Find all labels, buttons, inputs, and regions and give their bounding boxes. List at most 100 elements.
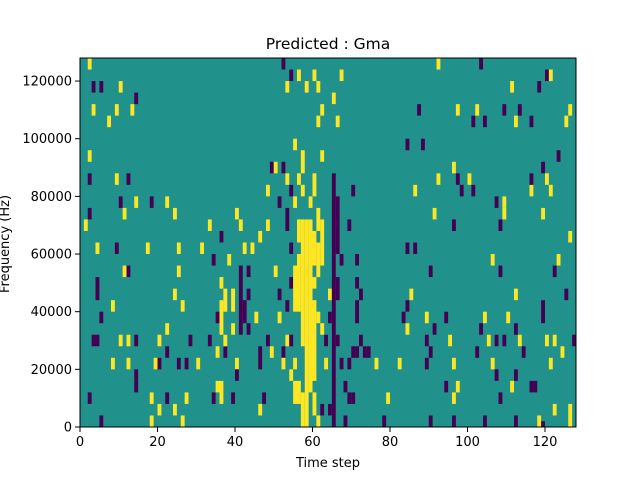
heatmap-cell [300, 219, 305, 347]
heatmap-cell [134, 196, 139, 208]
heatmap-cell [289, 369, 294, 381]
heatmap-cell [483, 415, 487, 427]
heatmap-cell [452, 357, 456, 370]
heatmap-cell [223, 288, 228, 312]
heatmap-cell [308, 196, 313, 208]
heatmap-cell [173, 207, 177, 220]
heatmap-cell [335, 115, 340, 128]
heatmap-cell [269, 161, 274, 174]
heatmap-cell [382, 415, 387, 427]
heatmap-cell [269, 346, 274, 358]
heatmap-cell [285, 334, 290, 347]
heatmap-cell [417, 104, 422, 116]
heatmap-cell [91, 334, 96, 347]
heatmap-cell [568, 230, 573, 243]
heatmap-cell [107, 115, 112, 128]
heatmap-cell [87, 58, 92, 70]
heatmap-cell [548, 357, 553, 370]
heatmap-cell [316, 242, 321, 278]
heatmap-cell [568, 403, 573, 416]
heatmap-cell [347, 392, 352, 404]
heatmap-cell [126, 357, 131, 370]
heatmap-cell [99, 415, 104, 427]
heatmap-cell [510, 380, 515, 393]
heatmap-cell [145, 242, 150, 255]
heatmap-cell [432, 323, 437, 335]
heatmap-cell [335, 277, 340, 301]
heatmap-cell [118, 81, 123, 93]
heatmap-cell [529, 115, 534, 128]
heatmap-cell [215, 380, 220, 393]
heatmap-cell [514, 288, 518, 301]
heatmap-cell [486, 334, 491, 347]
heatmap-cell [335, 219, 340, 255]
heatmap-cell [149, 392, 154, 404]
heatmap-cell [308, 219, 313, 393]
heatmap-cell [572, 334, 577, 347]
heatmap-cell [153, 357, 158, 370]
heatmap-cell [157, 403, 162, 416]
heatmap-cell [548, 69, 553, 82]
heatmap-cell [219, 300, 224, 335]
heatmap-cell [568, 415, 573, 427]
heatmap-cell [293, 138, 298, 151]
heatmap-cell [529, 380, 534, 393]
heatmap-cell [266, 334, 270, 347]
heatmap-cell [281, 346, 286, 358]
heatmap-cell [397, 357, 402, 370]
heatmap-cell [405, 138, 410, 151]
heatmap-cell [277, 288, 282, 301]
heatmap-cell [328, 403, 332, 416]
heatmap-cell [87, 207, 92, 220]
heatmap-cell [428, 415, 433, 427]
heatmap-cell [285, 300, 290, 312]
heatmap-cell [328, 311, 332, 324]
heatmap-cell [564, 115, 569, 128]
heatmap-cell [541, 161, 546, 174]
heatmap-cell [157, 334, 162, 347]
heatmap-cell [254, 311, 259, 324]
heatmap-cell [405, 323, 410, 335]
heatmap-cell [285, 81, 290, 93]
heatmap-cell [436, 58, 441, 70]
heatmap-cell [331, 173, 336, 427]
x-tick-label: 120 [533, 435, 558, 450]
heatmap-cell [281, 161, 286, 174]
heatmap-cell [262, 392, 267, 404]
heatmap-cell [374, 357, 379, 370]
heatmap-cell [510, 81, 515, 93]
heatmap-cell [556, 150, 561, 162]
heatmap-cell [200, 242, 205, 255]
heatmap-cell [235, 369, 239, 381]
heatmap-cell [281, 58, 286, 70]
heatmap-cell [316, 115, 321, 128]
heatmap-cell [568, 104, 573, 116]
heatmap-cell [258, 346, 263, 370]
heatmap-cell [517, 104, 522, 116]
heatmap-cell [111, 357, 115, 370]
heatmap-cell [211, 392, 216, 404]
heatmap-cell [320, 219, 325, 266]
heatmap-cell [281, 357, 286, 370]
heatmap-cells [83, 58, 577, 427]
heatmap-cell [552, 334, 557, 347]
heatmap-cell [541, 421, 546, 427]
heatmap-cell [238, 265, 243, 335]
heatmap-cell [95, 334, 100, 347]
heatmap-cell [211, 254, 216, 266]
heatmap-cell [490, 254, 495, 266]
heatmap-cell [246, 288, 251, 301]
heatmap-cell [87, 173, 92, 185]
heatmap-cell [405, 300, 410, 312]
heatmap-cell [424, 357, 429, 370]
heatmap-cell [312, 392, 317, 416]
heatmap-cell [165, 196, 170, 208]
heatmap-cell [455, 104, 460, 116]
heatmap-cell [359, 288, 363, 301]
heatmap-cell [165, 346, 170, 358]
heatmap-cell [289, 334, 294, 347]
heatmap-cell [246, 323, 251, 335]
heatmap-cell [149, 415, 154, 427]
heatmap-cell [207, 334, 212, 347]
